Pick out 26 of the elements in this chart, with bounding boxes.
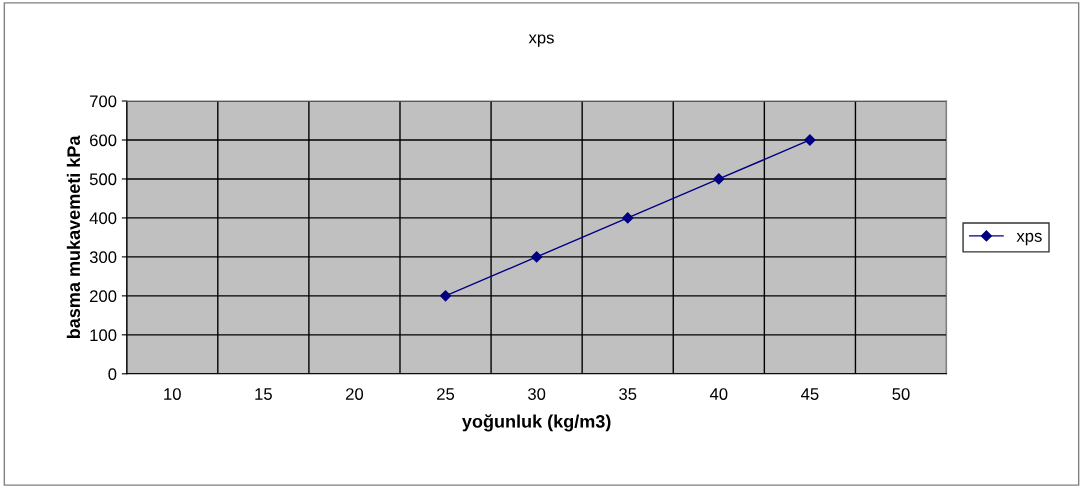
x-tick-label: 50 <box>892 388 910 400</box>
point <box>531 251 543 263</box>
point <box>622 212 634 224</box>
y-axis-title: basma mukavemeti kPa <box>66 135 81 339</box>
x-tick-label: 25 <box>437 388 455 400</box>
x-tick-label: 20 <box>346 388 364 400</box>
y-tick-label: 700 <box>90 95 117 108</box>
y-tick-label: 0 <box>108 368 117 381</box>
x-tick-label: 45 <box>801 388 819 400</box>
y-tick-label: 400 <box>89 212 117 225</box>
y-tick-label: 600 <box>90 134 117 147</box>
y-tick-label: 500 <box>89 173 117 186</box>
point <box>804 134 816 146</box>
y-tick-label: 300 <box>89 251 117 264</box>
y-tick-label: 100 <box>90 329 117 342</box>
x-tick-label: 30 <box>527 388 546 400</box>
x-tick-label: 35 <box>619 388 637 400</box>
point <box>439 290 452 302</box>
x-tick-label: 10 <box>164 388 181 400</box>
chart-title: xps <box>528 34 554 47</box>
x-axis-title: yoğunluk (kg/m3) <box>462 414 611 432</box>
legend-label: xps <box>1016 232 1042 246</box>
point <box>713 173 725 185</box>
x-tick-label: 15 <box>255 388 272 400</box>
y-tick-label: 200 <box>90 290 117 303</box>
x-tick-label: 40 <box>709 388 728 400</box>
